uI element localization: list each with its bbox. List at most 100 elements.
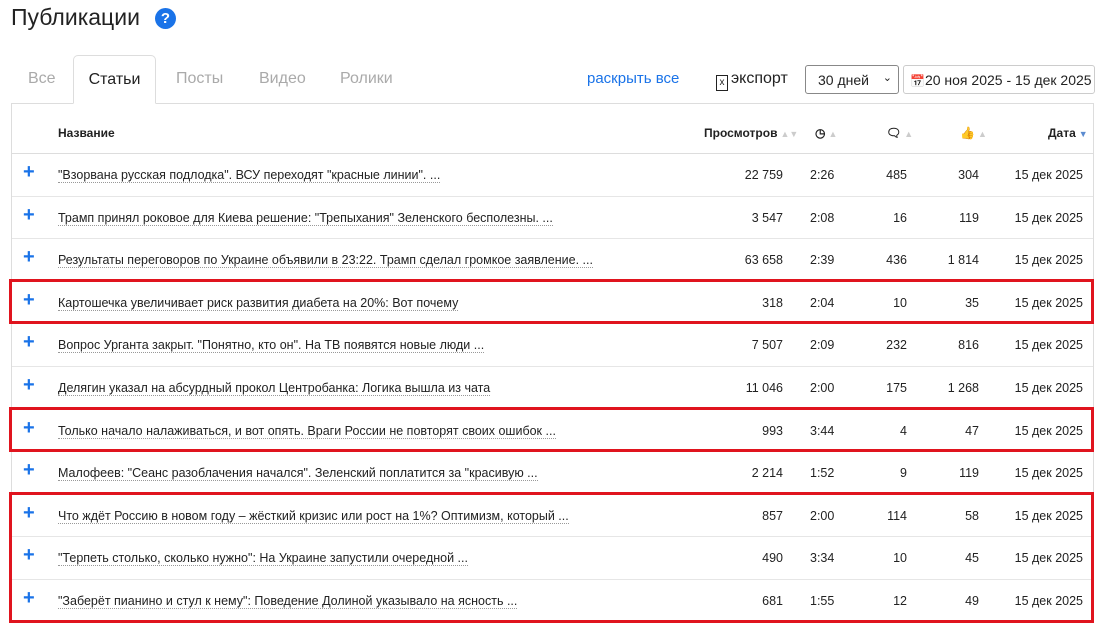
col-time[interactable]: ◷ ▲ [815,126,837,140]
col-name[interactable]: Название [58,126,115,140]
likes-cell: 1 814 [947,253,979,268]
expand-row-icon[interactable]: + [23,161,35,183]
comments-cell: 114 [887,508,907,523]
article-title-link[interactable]: Только начало налаживаться, и вот опять.… [58,423,556,439]
article-title-link[interactable]: Картошечка увеличивает риск развития диа… [58,295,459,311]
table-row: + "Терпеть столько, сколько нужно": На У… [12,537,1093,580]
views-cell: 2 214 [751,466,783,481]
comments-cell: 9 [900,466,907,481]
tab-clips[interactable]: Ролики [340,70,393,87]
views-cell: 857 [762,508,783,523]
comments-cell: 175 [886,381,907,395]
time-cell: 2:00 [810,508,835,523]
views-cell: 7 507 [751,338,783,353]
article-title-link[interactable]: Малофеев: "Сеанс разоблачения начался". … [58,466,538,482]
likes-cell: 119 [959,466,979,481]
table-row: + Вопрос Урганта закрыт. "Понятно, кто о… [12,324,1093,367]
article-title-link[interactable]: Делягин указал на абсурдный прокол Центр… [58,381,491,396]
article-title-link[interactable]: Вопрос Урганта закрыт. "Понятно, кто он"… [58,338,485,354]
tab-video[interactable]: Видео [259,70,306,87]
article-title-link[interactable]: "Заберёт пианино и стул к нему": Поведен… [58,594,518,609]
table-row: + Что ждёт Россию в новом году – жёсткий… [12,495,1093,538]
expand-row-icon[interactable]: + [23,501,35,524]
export-label: экспорт [731,70,788,87]
table-row: + Делягин указал на абсурдный прокол Цен… [12,367,1093,410]
date-range-value: 20 ноя 2025 - 15 дек 2025 [924,72,1092,88]
views-cell: 490 [762,551,783,566]
sort-icon: ▲ [977,129,987,139]
likes-cell: 58 [965,508,979,523]
article-title-link[interactable]: Что ждёт Россию в новом году – жёсткий к… [58,508,569,524]
expand-row-icon[interactable]: + [23,459,35,482]
comments-cell: 232 [886,338,907,353]
time-cell: 3:44 [810,423,835,438]
sort-icon: ▲▼ [780,129,799,139]
period-value: 30 дней [818,72,869,88]
time-cell: 2:04 [810,295,835,310]
highlight-box [9,406,1094,453]
article-title-link[interactable]: "Терпеть столько, сколько нужно": На Укр… [58,551,468,567]
comments-cell: 4 [900,423,907,438]
expand-row-icon[interactable]: + [23,374,35,396]
col-date[interactable]: Дата ▼ [1048,126,1088,140]
date-cell: 15 дек 2025 [1014,466,1083,481]
sort-icon: ▲ [904,129,914,139]
date-cell: 15 дек 2025 [1014,295,1083,310]
help-icon[interactable]: ? [155,8,176,29]
col-views[interactable]: Просмотров ▲▼ [704,126,798,140]
col-date-label: Дата [1048,126,1076,140]
chevron-down-icon: ⌄ [882,72,892,84]
comments-cell: 16 [893,210,907,225]
expand-row-icon[interactable]: + [23,587,35,609]
date-cell: 15 дек 2025 [1014,253,1083,268]
clock-icon: ◷ [815,126,826,140]
date-cell: 15 дек 2025 [1014,594,1083,608]
expand-row-icon[interactable]: + [23,331,35,354]
table-row: + Трамп принял роковое для Киева решение… [12,197,1093,240]
likes-cell: 119 [959,210,979,225]
col-likes[interactable]: 👍 ▲ [960,126,987,140]
export-button[interactable]: x экспорт [716,70,788,91]
col-comments[interactable]: 🗨 ▲ [886,126,913,140]
likes-cell: 816 [958,338,979,353]
likes-cell: 45 [965,551,979,566]
date-cell: 15 дек 2025 [1014,338,1083,353]
comments-cell: 10 [893,295,907,310]
views-cell: 681 [762,594,783,608]
table-header: Название Просмотров ▲▼ ◷ ▲ 🗨 ▲ 👍 ▲ Дата ▼ [12,104,1093,154]
date-range-picker[interactable]: 📅20 ноя 2025 - 15 дек 2025 [903,65,1095,94]
article-title-link[interactable]: "Взорвана русская подлодка". ВСУ переход… [58,168,441,183]
highlight-box [9,278,1094,325]
likes-cell: 35 [965,295,979,310]
date-cell: 15 дек 2025 [1014,551,1083,566]
table-row: + Результаты переговоров по Украине объя… [12,239,1093,282]
expand-all-link[interactable]: раскрыть все [587,70,680,87]
expand-row-icon[interactable]: + [23,203,35,226]
sort-desc-icon: ▼ [1078,129,1088,139]
date-cell: 15 дек 2025 [1014,423,1083,438]
views-cell: 3 547 [751,210,783,225]
expand-row-icon[interactable]: + [23,246,35,269]
tab-articles[interactable]: Статьи [73,55,156,104]
comments-icon: 🗨 [886,126,902,140]
time-cell: 3:34 [810,551,835,566]
date-cell: 15 дек 2025 [1014,381,1083,395]
tab-all[interactable]: Все [28,70,56,87]
likes-cell: 304 [958,168,979,182]
likes-cell: 47 [965,423,979,438]
expand-row-icon[interactable]: + [23,288,35,311]
time-cell: 2:26 [810,168,835,182]
views-cell: 11 046 [745,381,783,395]
expand-row-icon[interactable]: + [23,416,35,439]
date-cell: 15 дек 2025 [1014,508,1083,523]
expand-row-icon[interactable]: + [23,544,35,567]
date-cell: 15 дек 2025 [1014,168,1083,182]
period-select[interactable]: 30 дней ⌄ [805,65,899,94]
time-cell: 2:00 [810,381,835,395]
article-title-link[interactable]: Трамп принял роковое для Киева решение: … [58,210,553,226]
article-title-link[interactable]: Результаты переговоров по Украине объяви… [58,253,593,269]
time-cell: 2:08 [810,210,835,225]
table-row: + "Взорвана русская подлодка". ВСУ перех… [12,154,1093,197]
tab-posts[interactable]: Посты [176,70,224,87]
thumbs-up-icon: 👍 [960,126,975,140]
